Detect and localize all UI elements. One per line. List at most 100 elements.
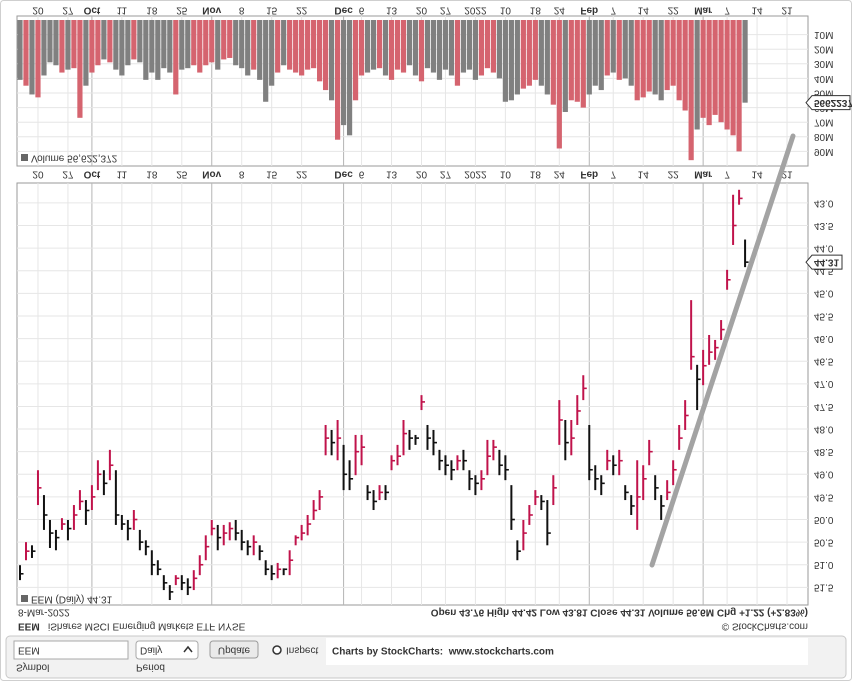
x-tick-label: 6 — [359, 168, 365, 179]
volume-bar — [167, 20, 173, 73]
volume-bar — [634, 20, 640, 101]
x-tick-label: 13 — [386, 168, 398, 179]
volume-bar — [604, 20, 610, 76]
volume-bar — [622, 20, 628, 79]
volume-legend: Volume 56,622,372 — [31, 152, 118, 163]
volume-bar — [107, 20, 113, 63]
volume-bar — [35, 20, 41, 98]
x-tick-label: 27 — [62, 4, 74, 15]
y-tick-label: 50.5 — [814, 536, 834, 547]
volume-bar — [736, 20, 742, 152]
volume-bar — [209, 20, 215, 63]
volume-bar — [191, 20, 197, 66]
volume-bar — [382, 20, 389, 76]
x-tick-label: 8 — [239, 4, 245, 15]
volume-bar — [664, 20, 670, 91]
price-panel — [16, 182, 809, 606]
last-volume-label-box — [805, 95, 851, 111]
y-tick-label: 40M — [814, 73, 833, 84]
x-tick-label: 18 — [530, 4, 542, 15]
volume-bar — [65, 20, 71, 70]
y-tick-label: 30M — [814, 58, 833, 69]
x-tick-label: Mar — [694, 168, 712, 179]
volume-bar — [137, 20, 143, 63]
y-tick-label: 49.5 — [814, 491, 834, 502]
volume-bar — [352, 20, 359, 101]
y-tick-label: 48.5 — [814, 446, 834, 457]
volume-bar — [454, 20, 461, 86]
volume-bar — [119, 20, 125, 76]
update-label: Update — [218, 644, 251, 655]
trend-line — [649, 133, 796, 568]
volume-bar — [245, 20, 251, 76]
volume-bar — [340, 20, 347, 126]
volume-bar — [179, 20, 185, 70]
volume-bar — [143, 20, 149, 80]
volume-bar — [598, 20, 604, 91]
volume-bar — [41, 20, 47, 76]
volume-bar — [514, 20, 520, 95]
volume-bar — [652, 20, 658, 95]
x-tick-label: 22 — [296, 168, 308, 179]
x-tick-label: 27 — [440, 4, 452, 15]
volume-bar — [185, 20, 191, 69]
volume-bar — [466, 20, 473, 70]
volume-bar — [305, 20, 311, 70]
volume-bar — [400, 20, 407, 73]
volume-bar — [329, 20, 335, 101]
x-tick-label: Dec — [334, 4, 353, 15]
volume-bar — [670, 20, 676, 86]
volume-bar — [317, 20, 323, 82]
y-tick-label: 50M — [814, 87, 833, 98]
volume-bar — [706, 20, 712, 126]
x-tick-label: 24 — [554, 168, 566, 179]
header-copyright: © StockCharts.com — [722, 620, 808, 631]
y-tick-label: 47.0 — [814, 378, 834, 389]
volume-bar — [388, 20, 395, 80]
volume-bar — [682, 20, 688, 111]
volume-bar — [251, 20, 257, 70]
volume-bar — [89, 20, 95, 73]
volume-bar — [364, 20, 371, 73]
volume-bar — [544, 20, 550, 95]
volume-bar — [430, 20, 437, 73]
volume-panel — [16, 15, 809, 167]
volume-bar — [688, 20, 694, 161]
volume-bar — [263, 20, 269, 102]
volume-bar — [628, 20, 634, 86]
volume-bar — [448, 20, 455, 76]
inspect-radio[interactable] — [272, 645, 282, 655]
volume-bar — [562, 20, 568, 112]
volume-bar — [53, 20, 59, 66]
volume-bar — [574, 20, 580, 102]
volume-bar — [502, 20, 508, 102]
x-tick-label: Nov — [202, 168, 221, 179]
x-tick-label: 20 — [416, 4, 428, 15]
x-tick-label: 7 — [724, 4, 730, 15]
volume-bar — [29, 20, 35, 95]
volume-bar — [155, 20, 161, 80]
y-tick-label: 47.5 — [814, 401, 834, 412]
symbol-input[interactable] — [13, 640, 129, 660]
volume-bar — [412, 20, 419, 76]
price-title: EEM (Daily) 44.31 — [31, 593, 113, 604]
symbol-value: EEM — [18, 644, 40, 655]
volume-bar — [269, 20, 275, 86]
volume-bar — [490, 20, 496, 73]
x-tick-label: 7 — [724, 168, 730, 179]
volume-bar — [101, 20, 107, 60]
volume-bar — [724, 20, 730, 130]
volume-bar — [77, 20, 83, 118]
x-tick-label: 6 — [359, 4, 365, 15]
volume-bar — [520, 20, 526, 89]
y-tick-label: 50.0 — [814, 514, 834, 525]
volume-bar — [508, 20, 514, 101]
update-button[interactable] — [209, 640, 259, 659]
x-tick-label: 10 — [500, 4, 512, 15]
volume-bar — [742, 20, 748, 103]
volume-bar — [281, 20, 287, 66]
volume-bar — [47, 20, 53, 63]
x-tick-label: 18 — [146, 4, 158, 15]
volume-bar — [616, 20, 622, 80]
period-select[interactable] — [135, 640, 199, 660]
